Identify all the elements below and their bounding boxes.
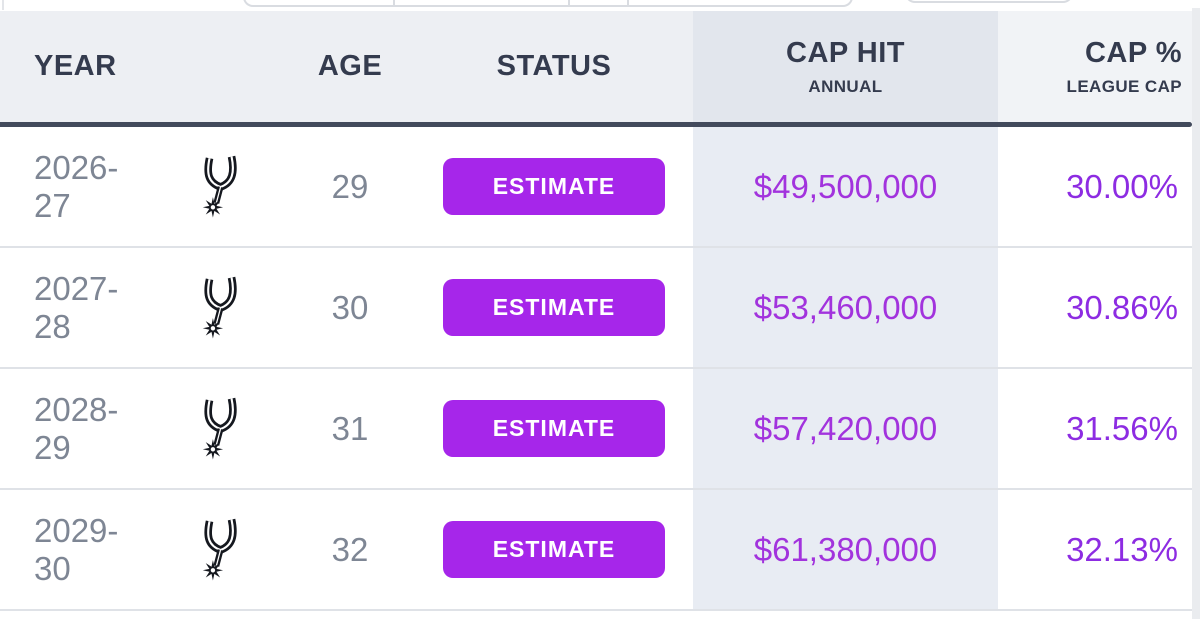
year-line1: 2029- [34,511,119,549]
scrollbar-track[interactable] [1192,8,1200,619]
column-header-label: CAP % [1084,36,1182,69]
status-cell: ESTIMATE [415,369,693,488]
column-header-status[interactable]: STATUS [415,11,693,122]
year-line1: 2026- [34,148,119,186]
year-line2: 28 [34,307,71,345]
estimate-badge: ESTIMATE [443,400,665,457]
team-cell [150,248,285,367]
spurs-logo-icon [202,397,237,459]
column-header-age[interactable]: AGE [285,11,415,122]
year-line2: 30 [34,549,71,587]
cap-hit-cell: $53,460,000 [693,248,998,367]
column-header-label: STATUS [496,50,612,82]
column-header-sublabel: LEAGUE CAP [1066,76,1182,96]
cap-pct-cell: 31.56% [1066,409,1178,447]
table-header-row: YEAR AGE STATUS CAP HIT ANNUAL CAP % LEA… [0,11,1200,122]
cap-hit-cell: $49,500,000 [693,127,998,246]
column-header-team [150,11,285,122]
table-row: 2028- 29 31 ESTIMATE $57,420,000 31.56% [0,369,1200,490]
estimate-badge: ESTIMATE [443,158,665,215]
filter-control-cutoff [905,0,1073,3]
age-cell: 31 [331,409,369,447]
divider [2,0,4,10]
cap-pct-cell: 30.86% [1066,288,1178,326]
cap-pct-cell: 30.00% [1066,167,1178,205]
year-cell: 2028- 29 [0,369,150,488]
team-cell [150,369,285,488]
estimate-badge: ESTIMATE [443,279,665,336]
divider [568,0,570,6]
status-cell: ESTIMATE [415,248,693,367]
age-cell: 32 [331,530,369,568]
table-row: 2027- 28 30 ESTIMATE $53,460,000 30.86% [0,248,1200,369]
column-header-cap-hit[interactable]: CAP HIT ANNUAL [693,11,998,122]
year-line2: 27 [34,186,71,224]
year-line2: 29 [34,428,71,466]
bottom-filler [0,611,1200,619]
divider [627,0,629,6]
header-underline-bar [0,122,1192,127]
team-cell [150,490,285,609]
year-line1: 2027- [34,269,119,307]
table-row: 2026- 27 29 ESTIMATE $49,500,000 30.00% [0,127,1200,248]
age-cell: 30 [331,288,369,326]
table-row: 2029- 30 32 ESTIMATE $61,380,000 32.13% [0,490,1200,611]
team-cell [150,127,285,246]
year-line1: 2028- [34,390,119,428]
spurs-logo-icon [202,155,237,217]
column-header-label: CAP HIT [786,36,905,69]
column-header-label: AGE [317,50,383,82]
divider [393,0,395,6]
cap-hit-cell: $57,420,000 [693,369,998,488]
cutoff-controls-strip [0,0,1200,11]
spurs-logo-icon [202,518,237,580]
cap-pct-cell: 32.13% [1066,530,1178,568]
year-cell: 2026- 27 [0,127,150,246]
cap-hit-cell: $61,380,000 [693,490,998,609]
column-header-cap-pct[interactable]: CAP % LEAGUE CAP [998,11,1192,122]
status-cell: ESTIMATE [415,490,693,609]
estimate-badge: ESTIMATE [443,521,665,578]
filter-control-cutoff [243,0,853,7]
column-header-sublabel: ANNUAL [808,76,883,96]
year-cell: 2029- 30 [0,490,150,609]
status-cell: ESTIMATE [415,127,693,246]
spurs-logo-icon [202,276,237,338]
year-cell: 2027- 28 [0,248,150,367]
column-header-label: YEAR [34,50,117,82]
age-cell: 29 [331,167,369,205]
column-header-year[interactable]: YEAR [0,11,150,122]
